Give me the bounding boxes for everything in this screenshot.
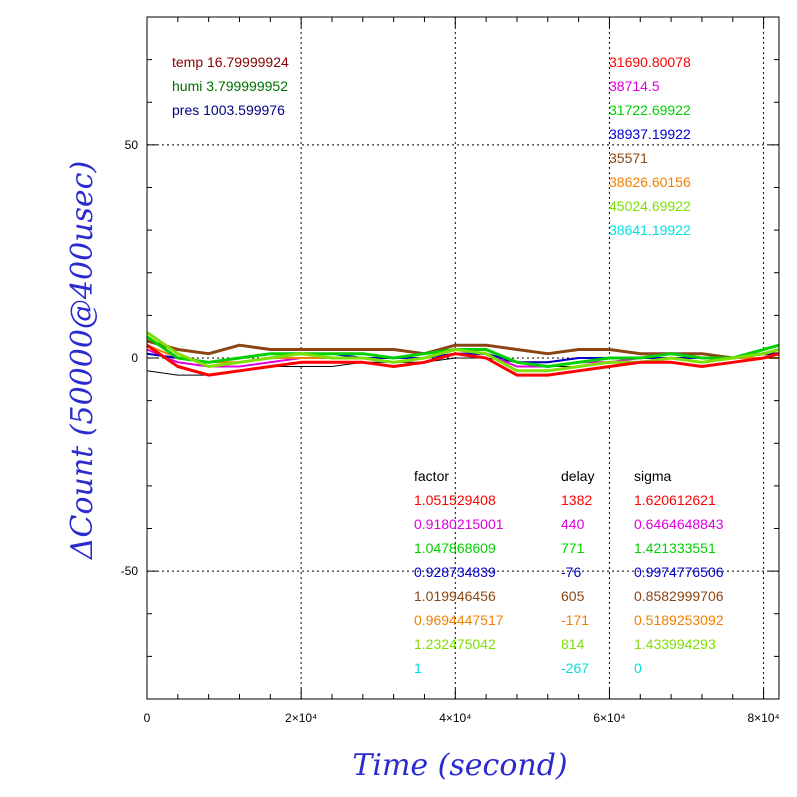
table-cell-sigma: 0.8582999706 <box>634 588 724 604</box>
series-mean: 38937.19922 <box>609 126 691 142</box>
table-header-factor: factor <box>414 468 449 484</box>
table-cell-factor: 1.047868609 <box>414 540 496 556</box>
table-cell-factor: 1 <box>414 660 422 676</box>
series-layer <box>146 331 780 377</box>
x-axis-label: Time (second) <box>352 748 567 783</box>
tick-marks: 0 2×10⁴ 4×10⁴ 6×10⁴ 8×10⁴ 50 0 -50 <box>121 16 780 725</box>
series-means: 31690.80078 38714.5 31722.69922 38937.19922… <box>609 54 691 238</box>
series-line <box>146 331 780 373</box>
table-cell-delay: -171 <box>561 612 589 628</box>
series-line <box>146 343 780 377</box>
table-cell-delay: 814 <box>561 636 585 652</box>
series-mean: 38714.5 <box>609 78 660 94</box>
x-tick-label: 6×10⁴ <box>593 711 625 725</box>
table-cell-sigma: 1.421333551 <box>634 540 716 556</box>
series-mean: 31690.80078 <box>609 54 691 70</box>
x-tick-label: 8×10⁴ <box>747 711 779 725</box>
series-line <box>146 339 779 360</box>
table-cell-factor: 0.928734839 <box>414 564 496 580</box>
table-cell-factor: 0.9694447517 <box>414 612 504 628</box>
table-cell-sigma: 0.5189253092 <box>634 612 724 628</box>
env-readings: temp 16.79999924 humi 3.799999952 pres 100… <box>172 54 289 118</box>
table-cell-factor: 1.019946456 <box>414 588 496 604</box>
table-cell-factor: 1.232475042 <box>414 636 496 652</box>
y-tick-label: 0 <box>131 351 138 365</box>
fit-table: factor delay sigma 1.051529408 1382 1.6206126… <box>414 468 724 676</box>
table-cell-delay: -267 <box>561 660 589 676</box>
y-tick-label: -50 <box>121 564 139 578</box>
table-cell-delay: -76 <box>561 564 581 580</box>
x-tick-label: 2×10⁴ <box>285 711 317 725</box>
series-mean: 38626.60156 <box>609 174 691 190</box>
table-cell-sigma: 1.433994293 <box>634 636 716 652</box>
series-mean: 38641.19922 <box>609 222 691 238</box>
series-line <box>146 335 780 368</box>
table-cell-sigma: 1.620612621 <box>634 492 716 508</box>
y-tick-label: 50 <box>125 138 139 152</box>
env-reading: temp 16.79999924 <box>172 54 289 70</box>
table-cell-delay: 1382 <box>561 492 592 508</box>
table-cell-delay: 771 <box>561 540 585 556</box>
table-cell-sigma: 0.9974776506 <box>634 564 724 580</box>
x-tick-label: 4×10⁴ <box>439 711 471 725</box>
x-tick-label: 0 <box>144 711 151 725</box>
table-cell-factor: 1.051529408 <box>414 492 496 508</box>
table-cell-delay: 605 <box>561 588 585 604</box>
env-reading: humi 3.799999952 <box>172 78 288 94</box>
series-mean: 35571 <box>609 150 648 166</box>
series-mean: 45024.69922 <box>609 198 691 214</box>
table-cell-factor: 0.9180215001 <box>414 516 504 532</box>
table-cell-delay: 440 <box>561 516 585 532</box>
table-cell-sigma: 0 <box>634 660 642 676</box>
table-header-delay: delay <box>561 468 594 484</box>
series-mean: 31722.69922 <box>609 102 691 118</box>
y-axis-label: ΔCount (50000@400usec) <box>65 161 100 560</box>
table-header-sigma: sigma <box>634 468 672 484</box>
env-reading: pres 1003.599976 <box>172 102 285 118</box>
table-cell-sigma: 0.6464648843 <box>634 516 724 532</box>
